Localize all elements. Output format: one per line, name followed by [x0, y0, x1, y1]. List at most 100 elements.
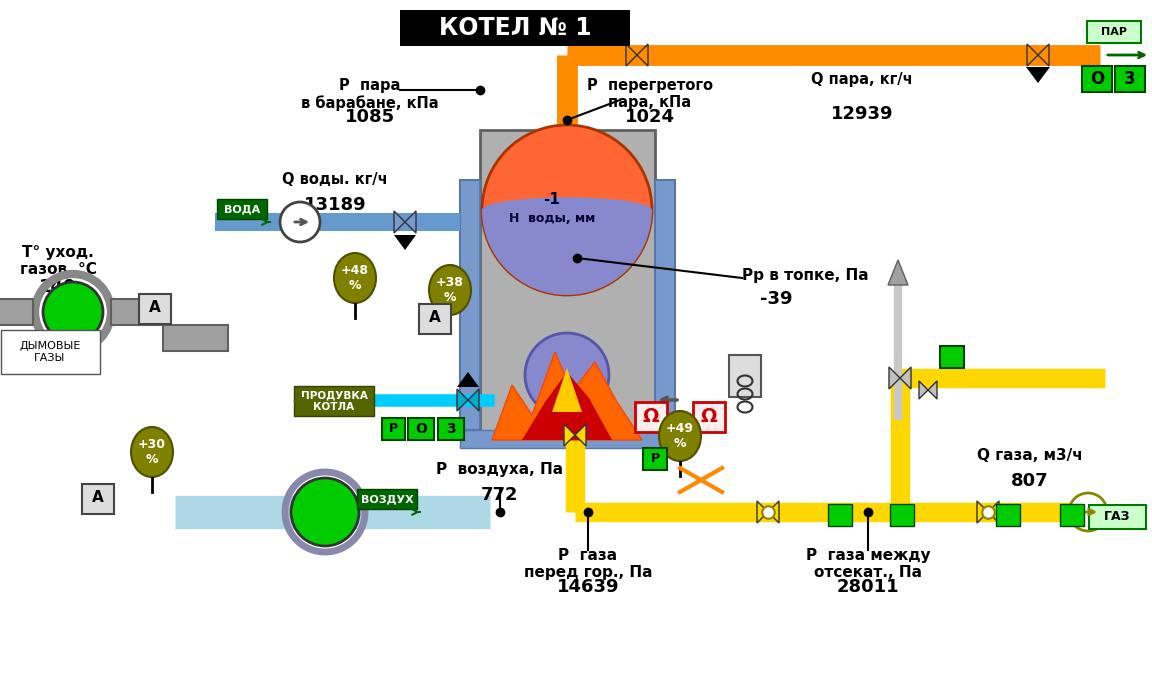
Bar — [400, 10, 630, 46]
Ellipse shape — [525, 333, 609, 417]
Text: +38
%: +38 % — [437, 276, 464, 304]
Polygon shape — [492, 352, 642, 440]
Polygon shape — [757, 501, 768, 523]
FancyBboxPatch shape — [357, 489, 417, 509]
Polygon shape — [394, 235, 416, 250]
Text: Ω: Ω — [643, 408, 659, 427]
Text: А: А — [149, 301, 161, 316]
Text: 140: 140 — [39, 278, 77, 296]
Text: ВОДА: ВОДА — [223, 204, 260, 214]
Polygon shape — [1026, 44, 1038, 66]
Polygon shape — [919, 381, 929, 399]
Polygon shape — [626, 44, 637, 66]
Polygon shape — [929, 381, 937, 399]
Text: -39: -39 — [760, 290, 793, 308]
Wedge shape — [482, 210, 652, 295]
Ellipse shape — [482, 125, 652, 295]
Text: 13189: 13189 — [304, 196, 366, 214]
Ellipse shape — [131, 427, 173, 477]
Bar — [460, 180, 480, 430]
Bar — [139, 294, 170, 324]
Ellipse shape — [291, 478, 359, 546]
Bar — [0, 299, 33, 325]
Text: Р  газа между
отсекат., Па: Р газа между отсекат., Па — [805, 548, 931, 581]
Polygon shape — [1026, 67, 1049, 83]
Bar — [655, 180, 675, 430]
FancyBboxPatch shape — [1089, 505, 1146, 529]
Bar — [828, 504, 852, 526]
Text: 28011: 28011 — [836, 578, 900, 596]
Bar — [480, 130, 655, 440]
Bar — [1060, 504, 1084, 526]
Text: Q пара, кг/ч: Q пара, кг/ч — [811, 72, 912, 87]
Text: Q газа, м3/ч: Q газа, м3/ч — [977, 448, 1083, 463]
Bar — [1082, 66, 1112, 92]
Polygon shape — [637, 44, 647, 66]
Polygon shape — [575, 424, 586, 446]
Bar — [460, 430, 675, 448]
FancyBboxPatch shape — [1, 330, 100, 374]
Text: Н  воды, мм: Н воды, мм — [509, 212, 596, 224]
Text: КОТЕЛ № 1: КОТЕЛ № 1 — [439, 16, 591, 40]
Circle shape — [280, 202, 320, 242]
Bar — [694, 402, 725, 432]
Text: Р  газа
перед гор., Па: Р газа перед гор., Па — [524, 548, 652, 581]
Text: Р  пара
в барабане, кПа: Р пара в барабане, кПа — [301, 78, 439, 112]
Polygon shape — [468, 389, 479, 411]
Text: 1085: 1085 — [344, 108, 395, 126]
Bar — [408, 418, 434, 440]
Text: +48
%: +48 % — [341, 264, 369, 292]
Text: +49
%: +49 % — [666, 422, 694, 450]
Circle shape — [1069, 493, 1107, 531]
Text: Р  воздуха, Па: Р воздуха, Па — [437, 462, 563, 477]
Bar — [643, 448, 667, 470]
Text: ПАР: ПАР — [1101, 27, 1127, 37]
Text: 3: 3 — [446, 422, 456, 436]
Polygon shape — [552, 368, 582, 412]
Bar — [940, 346, 964, 368]
Text: +30
%: +30 % — [138, 438, 166, 466]
Bar — [1115, 66, 1145, 92]
Bar — [382, 418, 406, 440]
FancyBboxPatch shape — [1087, 21, 1140, 43]
Text: Q воды. кг/ч: Q воды. кг/ч — [282, 172, 388, 187]
Polygon shape — [564, 424, 575, 446]
Text: 12939: 12939 — [831, 105, 893, 123]
Text: Р: Р — [651, 452, 660, 466]
Text: 1024: 1024 — [626, 108, 675, 126]
FancyBboxPatch shape — [217, 199, 267, 219]
Polygon shape — [888, 260, 908, 285]
Text: Т° уход.
газов. °С: Т° уход. газов. °С — [20, 245, 97, 277]
Ellipse shape — [334, 253, 376, 303]
Ellipse shape — [482, 197, 652, 223]
FancyBboxPatch shape — [294, 386, 374, 416]
Bar — [635, 402, 667, 432]
Text: ВОЗДУХ: ВОЗДУХ — [361, 494, 414, 504]
Bar — [82, 484, 114, 514]
Polygon shape — [406, 211, 416, 233]
Text: 807: 807 — [1011, 472, 1048, 490]
Polygon shape — [768, 501, 779, 523]
Text: О: О — [415, 422, 427, 436]
Polygon shape — [457, 389, 468, 411]
Polygon shape — [522, 372, 612, 440]
Bar — [419, 304, 450, 334]
Text: А: А — [430, 310, 441, 326]
Text: Р: Р — [388, 422, 397, 435]
Bar — [162, 325, 228, 351]
Bar — [996, 504, 1020, 526]
Polygon shape — [1038, 44, 1049, 66]
Ellipse shape — [429, 265, 471, 315]
Text: ГАЗ: ГАЗ — [1104, 510, 1130, 523]
Ellipse shape — [43, 282, 103, 342]
Text: -1: -1 — [544, 193, 560, 208]
Polygon shape — [457, 372, 479, 387]
Polygon shape — [394, 211, 406, 233]
Polygon shape — [900, 367, 911, 389]
Ellipse shape — [659, 411, 702, 461]
Text: Ω: Ω — [700, 408, 718, 427]
Text: 14639: 14639 — [556, 578, 620, 596]
Bar — [438, 418, 464, 440]
Polygon shape — [889, 367, 900, 389]
Text: 772: 772 — [482, 486, 518, 504]
